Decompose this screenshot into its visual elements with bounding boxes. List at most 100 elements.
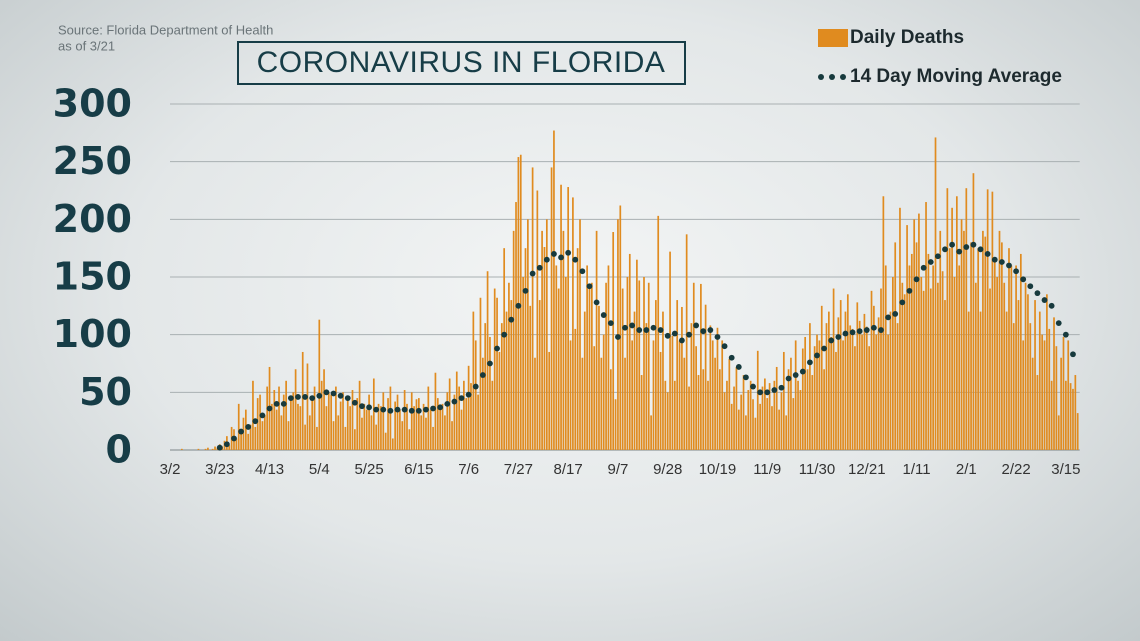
average-dot <box>963 244 970 250</box>
bar <box>790 357 792 450</box>
average-dot <box>508 316 515 323</box>
bar <box>557 288 560 450</box>
bar <box>1076 413 1079 450</box>
bar <box>688 386 690 450</box>
average-dot <box>707 327 714 333</box>
average-dot <box>451 398 458 405</box>
average-dot <box>885 314 892 321</box>
bar <box>768 383 771 450</box>
average-dot <box>671 330 678 337</box>
bar <box>813 346 816 450</box>
bar <box>242 417 245 450</box>
bar <box>1001 242 1003 450</box>
bar <box>655 300 657 450</box>
bar <box>308 415 311 450</box>
bar <box>287 421 290 450</box>
average-dot <box>998 259 1005 265</box>
y-tick-label: 50 <box>79 370 132 414</box>
average-dot <box>842 330 849 337</box>
bar <box>285 380 287 450</box>
bar <box>676 300 679 450</box>
bar <box>344 426 347 450</box>
average-dot <box>970 241 977 248</box>
average-dot <box>821 345 828 352</box>
bar <box>794 340 797 450</box>
bar <box>837 317 840 450</box>
average-dot <box>1020 276 1027 283</box>
bar <box>792 398 795 450</box>
bar <box>337 415 340 450</box>
average-dot <box>351 399 358 406</box>
bar <box>320 380 323 450</box>
bar <box>361 417 363 450</box>
bar <box>749 380 752 450</box>
average-dot <box>487 360 493 367</box>
x-tick-label: 12/21 <box>848 461 886 478</box>
average-dot <box>245 424 252 430</box>
bar <box>555 265 558 450</box>
average-dot <box>1013 268 1019 275</box>
bar <box>415 399 418 450</box>
x-tick-label: 9/28 <box>653 461 682 478</box>
bar <box>730 403 733 450</box>
bar <box>432 426 434 450</box>
average-dot <box>337 392 344 399</box>
x-tick-label: 3/2 <box>160 461 181 478</box>
bar <box>771 406 773 450</box>
bar <box>503 248 506 450</box>
bar <box>297 403 299 450</box>
average-dot <box>479 372 486 378</box>
bar <box>244 409 247 450</box>
chart-title: CORONAVIRUS IN FLORIDA <box>257 46 666 79</box>
bar <box>399 409 401 450</box>
bar <box>1053 317 1055 450</box>
average-dot <box>1048 302 1055 309</box>
average-dot <box>287 395 294 401</box>
average-dot <box>828 337 835 344</box>
bar <box>645 323 648 450</box>
bar <box>460 409 463 450</box>
bar <box>418 398 420 450</box>
average-dot <box>430 405 436 412</box>
bar <box>882 196 885 450</box>
bar <box>963 230 965 450</box>
bar <box>413 406 415 450</box>
average-dot <box>359 403 365 410</box>
average-dot <box>799 368 806 375</box>
bar <box>505 311 508 450</box>
bar <box>910 253 913 450</box>
average-dot <box>1027 283 1034 290</box>
bar <box>854 346 856 450</box>
bar <box>572 197 574 450</box>
bar <box>614 399 617 450</box>
average-dot <box>536 264 543 271</box>
bar <box>311 398 314 450</box>
bar <box>818 340 821 450</box>
bar <box>560 184 562 450</box>
bar <box>420 415 423 450</box>
bar <box>709 325 712 450</box>
bar <box>569 340 572 450</box>
average-dot <box>216 444 223 451</box>
bar <box>538 300 541 450</box>
average-dot <box>664 332 671 339</box>
bar <box>889 311 892 450</box>
bar <box>960 219 963 450</box>
bar <box>1050 380 1053 450</box>
bar <box>875 334 878 450</box>
average-dot <box>344 395 351 401</box>
bar <box>197 448 200 450</box>
bar <box>718 369 721 450</box>
bar <box>472 311 475 450</box>
average-dot <box>515 302 522 309</box>
x-tick-label: 5/4 <box>309 461 330 478</box>
bar <box>915 242 918 450</box>
average-dot <box>778 384 785 391</box>
bar <box>662 311 664 450</box>
bar <box>290 398 292 450</box>
average-dot <box>458 395 465 401</box>
bar <box>474 340 477 450</box>
bar <box>384 432 387 450</box>
average-dot <box>643 327 650 333</box>
